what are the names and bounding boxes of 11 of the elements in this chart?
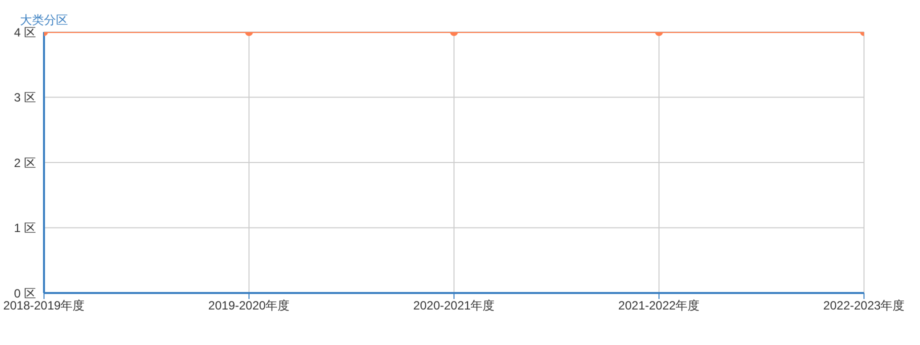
x-tick-label: 2022-2023年度 <box>823 298 905 313</box>
x-tick-label: 2018-2019年度 <box>3 298 85 313</box>
y-tick-label: 0 区 <box>14 286 36 300</box>
y-tick-label: 3 区 <box>14 90 36 105</box>
y-axis-title: 大类分区 <box>20 12 68 27</box>
y-tick-label: 2 区 <box>14 156 36 170</box>
y-tick-label: 1 区 <box>14 221 36 236</box>
x-tick-label: 2020-2021年度 <box>413 298 495 313</box>
x-tick-label: 2019-2020年度 <box>208 298 290 313</box>
x-tick-label: 2021-2022年度 <box>618 298 700 313</box>
y-tick-label: 4 区 <box>14 25 36 40</box>
